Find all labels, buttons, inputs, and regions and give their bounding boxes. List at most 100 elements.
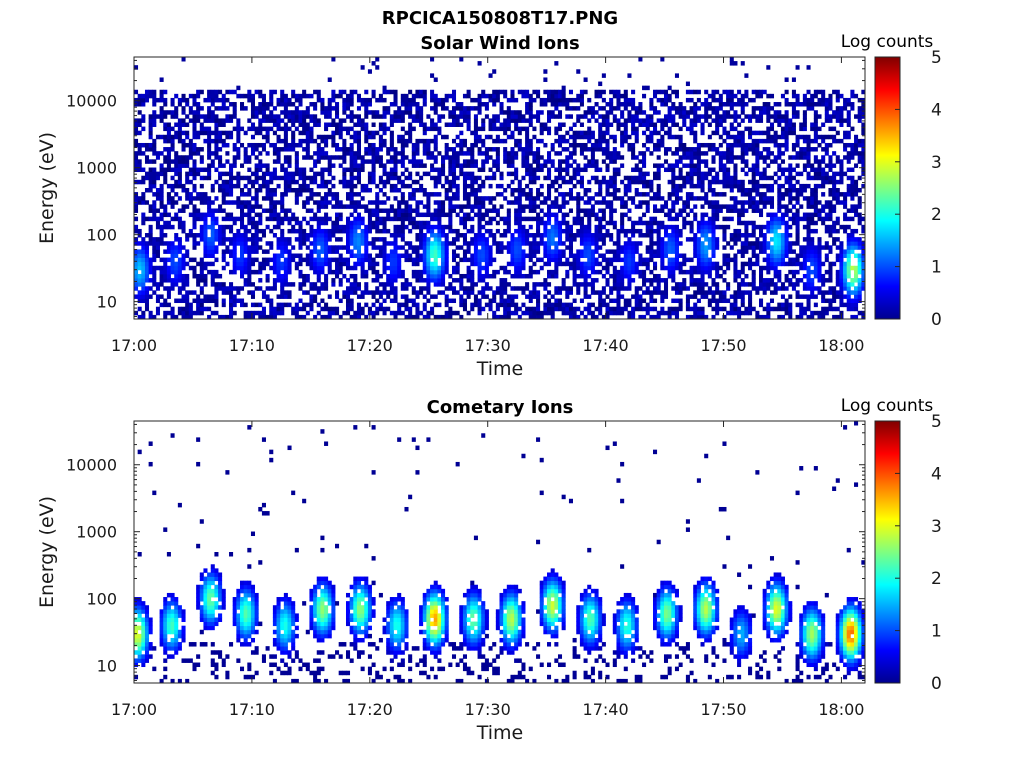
heatmap-cell (382, 183, 387, 189)
heatmap-cell (411, 102, 416, 107)
heatmap-cell (685, 171, 690, 177)
heatmap-cell (437, 314, 442, 320)
heatmap-cell (590, 175, 595, 181)
heatmap-cell (517, 233, 522, 238)
heatmap-cell (159, 212, 164, 218)
heatmap-cell (466, 249, 471, 254)
heatmap-cell (353, 155, 358, 160)
heatmap-cell (364, 147, 369, 152)
heatmap-cell (557, 134, 563, 140)
heatmap-cell (229, 310, 234, 316)
heatmap-cell (528, 102, 533, 107)
heatmap-cell (653, 220, 658, 226)
heatmap-cell (280, 249, 285, 254)
heatmap-cell (579, 228, 584, 234)
heatmap-cell (232, 265, 237, 271)
heatmap-cell (422, 130, 427, 136)
heatmap-cell (437, 102, 442, 107)
heatmap-cell (261, 310, 266, 316)
heatmap-cell (400, 245, 405, 250)
heatmap-cell (631, 179, 636, 185)
heatmap-cell (631, 151, 636, 156)
heatmap-cell (364, 188, 369, 193)
heatmap-cell (601, 159, 606, 164)
heatmap-cell (536, 114, 541, 119)
heatmap-cell (320, 269, 325, 275)
heatmap-cell (389, 134, 394, 140)
heatmap-cell (327, 159, 332, 164)
heatmap-cell (313, 294, 318, 299)
heatmap-cell (371, 134, 376, 140)
heatmap-cell (510, 89, 515, 95)
heatmap-cell (645, 179, 650, 185)
heatmap-cell (225, 245, 230, 250)
heatmap-cell (572, 167, 577, 173)
heatmap-cell (616, 196, 621, 201)
heatmap-cell (470, 188, 475, 193)
heatmap-cell (514, 306, 519, 312)
heatmap-cell (247, 200, 252, 205)
heatmap-cell (199, 306, 204, 312)
heatmap-cell (250, 314, 256, 320)
heatmap-cell (280, 93, 285, 99)
heatmap-cell (451, 237, 457, 242)
heatmap-cell (536, 241, 541, 246)
heatmap-cell (667, 212, 672, 218)
heatmap-cell (302, 314, 307, 320)
heatmap-cell (689, 314, 694, 320)
heatmap-cell (601, 265, 606, 271)
heatmap-cell (484, 151, 489, 156)
heatmap-cell (663, 93, 669, 99)
heatmap-cell (280, 110, 285, 115)
heatmap-cell (236, 290, 241, 295)
heatmap-cell (536, 110, 541, 115)
heatmap-cell (561, 286, 566, 291)
heatmap-cell (305, 188, 310, 193)
heatmap-cell (404, 93, 409, 99)
heatmap-cell (514, 302, 519, 308)
heatmap-cell (287, 228, 292, 234)
heatmap-cell (572, 183, 577, 189)
heatmap-cell (462, 249, 467, 254)
heatmap-cell (565, 171, 570, 177)
heatmap-cell (382, 310, 387, 316)
heatmap-cell (583, 134, 588, 140)
heatmap-cell (532, 134, 537, 140)
heatmap-cell (430, 224, 435, 230)
heatmap-cell (514, 241, 519, 246)
heatmap-cell (587, 261, 592, 267)
heatmap-cell (481, 126, 486, 132)
heatmap-cell (152, 118, 157, 123)
heatmap-cell (283, 147, 288, 152)
heatmap-cell (451, 208, 457, 213)
heatmap-cell (360, 126, 365, 132)
heatmap-cell (185, 294, 190, 299)
heatmap-cell (590, 265, 595, 271)
heatmap-cell (254, 212, 259, 218)
heatmap-cell (196, 310, 201, 316)
heatmap-cell (240, 273, 245, 279)
heatmap-cell (375, 286, 380, 291)
heatmap-cell (411, 179, 416, 185)
heatmap-cell (466, 196, 471, 201)
heatmap-cell (192, 142, 197, 148)
heatmap-cell (378, 126, 383, 132)
heatmap-cell (225, 114, 230, 119)
heatmap-cell (539, 163, 544, 168)
heatmap-cell (291, 130, 296, 136)
heatmap-cell (653, 175, 658, 181)
heatmap-cell (634, 155, 639, 160)
heatmap-cell (163, 265, 168, 271)
heatmap-cell (324, 249, 329, 254)
heatmap-cell (536, 167, 541, 173)
heatmap-cell (269, 298, 274, 304)
heatmap-cell (583, 245, 588, 250)
heatmap-cell (550, 93, 555, 99)
heatmap-cell (404, 97, 409, 103)
heatmap-cell (587, 237, 592, 242)
heatmap-cell (335, 110, 340, 115)
heatmap-cell (616, 171, 621, 177)
heatmap-cell (386, 175, 391, 181)
heatmap-cell (415, 114, 420, 119)
heatmap-cell (400, 163, 405, 168)
